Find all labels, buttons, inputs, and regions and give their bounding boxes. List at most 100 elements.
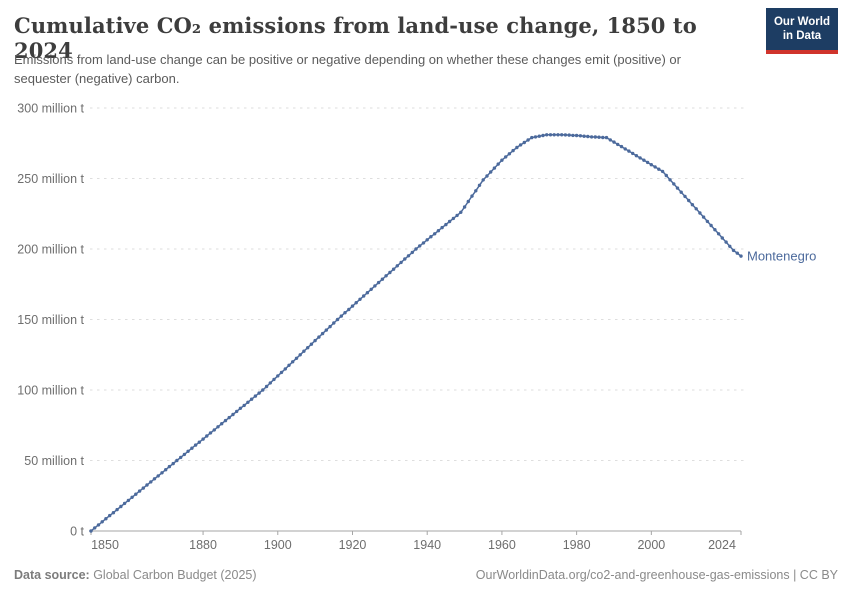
data-point[interactable] [511, 148, 515, 153]
data-point[interactable] [604, 135, 609, 140]
data-point[interactable] [339, 314, 343, 318]
data-point[interactable] [672, 182, 676, 186]
data-point[interactable] [137, 489, 142, 493]
data-point[interactable] [242, 403, 246, 408]
data-point[interactable] [421, 241, 426, 245]
data-point[interactable] [586, 134, 590, 139]
data-point[interactable] [313, 338, 317, 343]
data-point[interactable] [294, 356, 299, 360]
data-point[interactable] [709, 223, 713, 228]
data-point[interactable] [283, 367, 287, 371]
data-point[interactable] [705, 219, 710, 224]
data-point[interactable] [694, 207, 698, 211]
data-point[interactable] [731, 248, 736, 253]
series-line[interactable] [90, 134, 742, 532]
data-point[interactable] [205, 434, 209, 438]
data-point[interactable] [440, 225, 444, 230]
data-point[interactable] [720, 236, 724, 240]
data-point[interactable] [354, 301, 358, 305]
data-point[interactable] [436, 229, 441, 233]
data-point[interactable] [358, 297, 362, 301]
data-point[interactable] [492, 166, 497, 170]
data-point[interactable] [410, 250, 414, 255]
data-point[interactable] [556, 133, 560, 137]
data-point[interactable] [343, 311, 347, 315]
data-point[interactable] [141, 486, 145, 490]
data-point[interactable] [257, 391, 261, 395]
data-point[interactable] [298, 353, 302, 357]
data-point[interactable] [660, 169, 665, 174]
data-point[interactable] [406, 254, 411, 258]
data-point[interactable] [500, 158, 504, 162]
entity-label[interactable]: Montenegro [747, 249, 816, 264]
data-point[interactable] [713, 228, 717, 232]
data-point[interactable] [212, 428, 216, 432]
data-point[interactable] [179, 455, 183, 460]
data-point[interactable] [399, 260, 403, 265]
data-point[interactable] [533, 135, 538, 139]
data-point[interactable] [231, 412, 235, 417]
data-point[interactable] [414, 247, 418, 251]
data-point[interactable] [474, 189, 478, 193]
data-point[interactable] [216, 425, 220, 429]
data-point[interactable] [679, 190, 683, 194]
data-point[interactable] [272, 377, 276, 382]
data-point[interactable] [126, 498, 131, 503]
data-point[interactable] [373, 284, 377, 288]
data-point[interactable] [638, 156, 642, 160]
data-point[interactable] [220, 422, 224, 426]
data-point[interactable] [601, 135, 605, 140]
data-point[interactable] [384, 274, 388, 278]
data-point[interactable] [634, 154, 639, 158]
data-point[interactable] [130, 495, 134, 499]
data-point[interactable] [122, 501, 127, 506]
data-point[interactable] [597, 135, 601, 139]
data-point[interactable] [164, 468, 168, 472]
data-point[interactable] [530, 135, 534, 140]
owid-logo[interactable]: Our World in Data [766, 8, 838, 54]
data-point[interactable] [429, 235, 433, 239]
data-point[interactable] [455, 213, 459, 218]
data-point[interactable] [208, 431, 213, 435]
data-point[interactable] [197, 440, 201, 444]
data-point[interactable] [548, 133, 553, 137]
data-series-montenegro[interactable] [89, 133, 743, 533]
data-point[interactable] [376, 280, 381, 285]
data-point[interactable] [724, 240, 728, 244]
data-point[interactable] [567, 133, 571, 137]
data-point[interactable] [518, 143, 523, 147]
data-point[interactable] [690, 203, 695, 207]
data-point[interactable] [93, 526, 97, 530]
data-point[interactable] [317, 335, 321, 339]
data-point[interactable] [347, 307, 351, 312]
data-point[interactable] [268, 381, 272, 385]
data-point[interactable] [418, 244, 422, 248]
data-point[interactable] [306, 346, 310, 350]
data-point[interactable] [152, 477, 157, 481]
data-point[interactable] [649, 163, 653, 167]
data-point[interactable] [716, 232, 721, 236]
data-point[interactable] [111, 511, 116, 515]
data-point[interactable] [320, 331, 325, 336]
data-point[interactable] [645, 160, 650, 165]
data-point[interactable] [253, 394, 258, 398]
data-point[interactable] [537, 134, 541, 138]
data-point[interactable] [324, 328, 328, 332]
data-point[interactable] [380, 277, 385, 281]
data-point[interactable] [201, 437, 205, 441]
data-point[interactable] [145, 483, 149, 487]
data-point[interactable] [616, 142, 620, 147]
data-point[interactable] [309, 342, 314, 346]
data-point[interactable] [735, 251, 739, 255]
data-point[interactable] [545, 133, 549, 137]
data-point[interactable] [687, 198, 691, 203]
data-point[interactable] [627, 149, 631, 153]
data-point[interactable] [287, 363, 291, 367]
data-point[interactable] [515, 145, 519, 150]
data-point[interactable] [668, 178, 672, 182]
data-point[interactable] [459, 210, 463, 214]
data-point[interactable] [89, 529, 93, 533]
data-point[interactable] [171, 461, 175, 466]
data-point[interactable] [332, 321, 336, 325]
data-point[interactable] [574, 133, 579, 138]
